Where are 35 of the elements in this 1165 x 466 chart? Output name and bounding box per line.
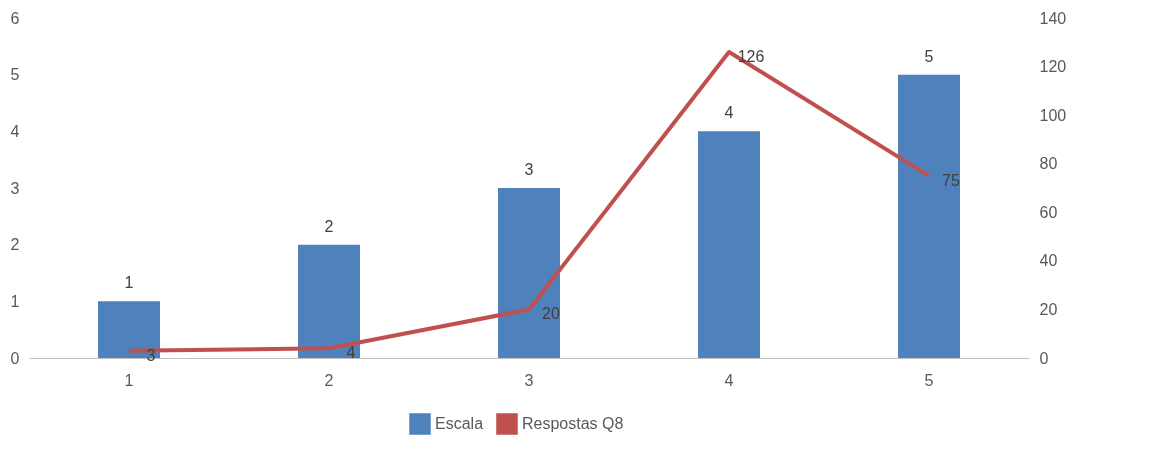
legend-label: Escala: [435, 415, 484, 432]
x-tick-label: 1: [124, 371, 134, 389]
data-label: 75: [942, 171, 960, 189]
data-label: 4: [724, 104, 734, 122]
x-tick-label: 4: [724, 371, 734, 389]
y-tick-label: 1: [10, 292, 20, 310]
y-tick-label: 6: [10, 9, 20, 27]
data-label: 1: [124, 274, 134, 292]
y-tick-label: 3: [10, 179, 20, 197]
y2-tick-label: 100: [1039, 106, 1067, 124]
x-tick-label: 3: [524, 371, 534, 389]
data-label: 2: [324, 217, 334, 235]
x-tick-label: 5: [924, 371, 934, 389]
y2-tick-label: 140: [1039, 9, 1067, 27]
legend-label: Respostas Q8: [522, 415, 624, 432]
y-tick-label: 4: [10, 122, 20, 140]
bar: [498, 188, 560, 358]
x-tick-label: 2: [324, 371, 334, 389]
data-label: 5: [924, 47, 934, 65]
y2-tick-label: 0: [1039, 349, 1049, 367]
bar: [698, 131, 760, 358]
data-label: 20: [542, 305, 560, 323]
data-label: 3: [524, 161, 534, 178]
y-tick-label: 5: [10, 66, 20, 84]
y-tick-label: 0: [10, 349, 20, 367]
y2-tick-label: 20: [1039, 300, 1058, 318]
y2-tick-label: 40: [1039, 252, 1058, 270]
bar: [298, 244, 360, 358]
y2-tick-label: 120: [1039, 58, 1067, 76]
bar: [898, 74, 960, 358]
y2-tick-label: 80: [1039, 155, 1058, 173]
data-label: 126: [737, 48, 765, 65]
y2-tick-label: 60: [1039, 203, 1058, 221]
data-label: 4: [346, 344, 356, 362]
y-tick-label: 2: [10, 236, 20, 254]
